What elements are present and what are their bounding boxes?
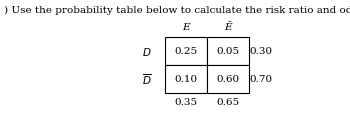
Text: 0.70: 0.70 [250, 75, 273, 84]
Bar [165, 38, 207, 65]
Text: 0.60: 0.60 [216, 75, 239, 84]
Bar [165, 65, 207, 93]
Text: Ē: Ē [224, 23, 232, 32]
Text: 0.35: 0.35 [174, 98, 197, 107]
Text: ) Use the probability table below to calculate the risk ratio and odds ratio.: ) Use the probability table below to cal… [4, 6, 350, 15]
Text: 0.25: 0.25 [174, 47, 197, 56]
Text: 0.65: 0.65 [216, 98, 239, 107]
Text: $D$: $D$ [142, 46, 152, 58]
Text: 0.05: 0.05 [216, 47, 239, 56]
Text: 0.30: 0.30 [250, 47, 273, 56]
Bar [207, 38, 249, 65]
Text: E: E [182, 23, 190, 32]
Text: $\overline{D}$: $\overline{D}$ [142, 72, 152, 87]
Text: 0.10: 0.10 [174, 75, 197, 84]
Bar [207, 65, 249, 93]
